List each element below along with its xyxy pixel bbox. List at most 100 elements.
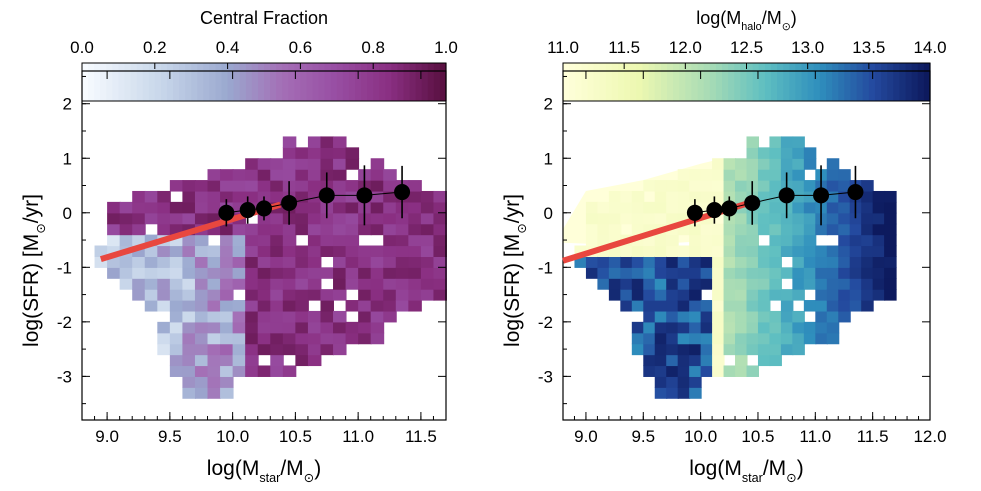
heatmap-cell [333, 321, 347, 334]
colorbar-swatch [379, 63, 386, 101]
heatmap-cell [723, 343, 737, 356]
heatmap-cell [769, 310, 782, 323]
heatmap-cell [320, 212, 334, 225]
colorbar-swatch [300, 63, 308, 101]
heatmap-cell [677, 387, 691, 399]
heatmap-cell [307, 169, 322, 181]
colorbar-swatch [397, 63, 405, 101]
heatmap-cell [700, 332, 714, 345]
heatmap-cell [383, 212, 397, 225]
heatmap-cell [433, 256, 447, 268]
heatmap-cell [295, 256, 309, 268]
heatmap-cell [270, 278, 284, 290]
heatmap-cell [420, 212, 435, 225]
heatmap-cell [654, 212, 668, 225]
colorbar-swatch [813, 63, 821, 101]
heatmap-cell [654, 321, 668, 334]
x-tick-label: 9.5 [631, 427, 655, 446]
heatmap-cell [408, 223, 422, 236]
heatmap-cell [838, 245, 851, 257]
heatmap-cell [631, 321, 645, 334]
heatmap-cell [780, 136, 794, 148]
colorbar-swatch [807, 63, 815, 101]
heatmap-cell [677, 223, 691, 236]
label-part: ) [797, 457, 804, 480]
colorbar-swatch [215, 63, 223, 101]
heatmap-cell [358, 223, 372, 236]
heatmap-cell [194, 332, 209, 345]
data-point [218, 204, 235, 221]
y-tick-label: 0 [544, 204, 553, 223]
heatmap-cell [735, 354, 748, 367]
heatmap-cell [182, 310, 196, 323]
colorbar-swatch [648, 63, 656, 101]
heatmap-cell [654, 201, 668, 214]
heatmap-cell [383, 201, 397, 214]
heatmap-cell [723, 310, 737, 323]
data-point [778, 187, 795, 204]
heatmap-cell [157, 278, 171, 290]
heatmap-cell [689, 354, 702, 367]
colorbar-tick-label: 0.0 [70, 38, 94, 57]
heatmap-cell [700, 256, 714, 268]
heatmap-cell [757, 158, 771, 170]
heatmap-cell [723, 321, 737, 334]
colorbar-swatch [288, 63, 295, 101]
heatmap-cell [666, 289, 679, 301]
label-part: ) [314, 457, 321, 480]
y-tick-label: -2 [538, 313, 553, 332]
label-part: ⊙ [34, 223, 48, 234]
heatmap-cell [769, 169, 782, 181]
heatmap-cell [803, 212, 817, 225]
heatmap-cell [620, 256, 633, 268]
heatmap-cell [295, 147, 309, 159]
heatmap-cell [220, 267, 234, 279]
data-point [721, 200, 738, 217]
colorbar-swatch [703, 63, 711, 101]
data-point [281, 194, 298, 211]
heatmap-cell [220, 278, 234, 290]
colorbar-swatch [654, 63, 662, 101]
colorbar-swatch [88, 63, 95, 101]
heatmap-cell [207, 310, 222, 323]
heatmap-cell [585, 223, 599, 236]
heatmap-cell [608, 245, 622, 257]
heatmap-cell [712, 256, 725, 268]
heatmap-cell [169, 310, 184, 323]
heatmap-cell [746, 136, 759, 148]
heatmap-cell [620, 245, 633, 257]
heatmap-cell [826, 169, 840, 181]
heatmap-cell [408, 245, 422, 257]
y-tick-label: -3 [57, 367, 72, 386]
heatmap-cell [370, 332, 385, 345]
heatmap-cell [654, 387, 668, 399]
heatmap-cell [666, 180, 679, 192]
heatmap-cell [597, 278, 610, 290]
heatmap-cell [792, 201, 805, 214]
heatmap-cell [838, 267, 851, 279]
heatmap-cell [803, 190, 817, 203]
heatmap-cell [712, 245, 725, 257]
colorbar-swatch [403, 63, 411, 101]
colorbar-swatch [130, 63, 138, 101]
heatmap-cell [757, 212, 771, 225]
colorbar-swatch [599, 63, 607, 101]
colorbar-swatch [887, 63, 894, 101]
heatmap-cell [757, 343, 771, 356]
heatmap-cell [182, 365, 196, 377]
heatmap-cell [132, 234, 146, 247]
heatmap-cell [884, 278, 897, 290]
heatmap-cell [631, 267, 645, 279]
heatmap-cell [245, 365, 259, 377]
heatmap-cell [803, 180, 817, 192]
x-tick-label: 11.0 [799, 427, 831, 446]
colorbar-swatch [826, 63, 833, 101]
heatmap-cell [723, 169, 737, 181]
heatmap-cell [282, 278, 297, 290]
heatmap-cell [643, 278, 656, 290]
heatmap-cell [608, 201, 622, 214]
heatmap-cell [157, 190, 171, 203]
heatmap-cell [677, 180, 691, 192]
heatmap-cell [182, 212, 196, 225]
heatmap-cell [408, 180, 422, 192]
